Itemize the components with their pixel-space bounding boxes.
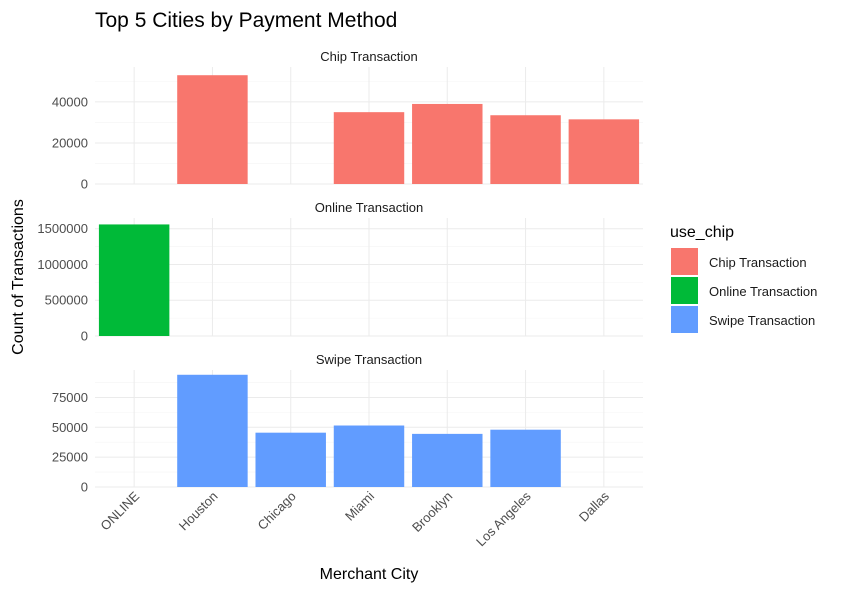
y-tick-label: 1500000 [37, 221, 88, 236]
legend-label: Chip Transaction [709, 255, 807, 270]
facet-strip-label: Online Transaction [315, 200, 423, 215]
y-tick-label: 0 [81, 177, 88, 192]
legend: use_chip Chip Transaction Online Transact… [670, 224, 817, 333]
bar-los-angeles [490, 115, 561, 184]
facet-strip-label: Chip Transaction [320, 49, 418, 64]
y-tick-label: 20000 [52, 135, 88, 150]
y-tick-label: 0 [81, 329, 88, 344]
x-tick-label: Brooklyn [409, 489, 455, 535]
facet-1: Online Transaction 0 500000 1000000 1500000 [37, 200, 643, 344]
y-tick-label: 25000 [52, 450, 88, 465]
y-tick-label: 500000 [45, 293, 88, 308]
bar-los-angeles [490, 429, 561, 487]
legend-label: Swipe Transaction [709, 313, 815, 328]
x-tick-label: Dallas [576, 488, 613, 525]
x-tick-label: Chicago [254, 489, 298, 533]
facet-strip-label: Swipe Transaction [316, 352, 422, 367]
y-tick-label: 40000 [52, 94, 88, 109]
legend-key [671, 248, 698, 275]
x-axis-title: Merchant City [320, 566, 419, 583]
bar-miami [333, 112, 405, 184]
legend-key [671, 306, 698, 333]
legend-key [671, 277, 698, 304]
y-tick-label: 50000 [52, 420, 88, 435]
bar-chicago [255, 432, 326, 487]
bar-brooklyn [412, 433, 483, 487]
bar-miami [333, 425, 405, 487]
facet-panels: Chip Transaction 0 20000 40000 Online Transa… [37, 49, 643, 495]
x-tick-label: Los Angeles [473, 488, 534, 549]
y-tick-label: 1000000 [37, 257, 88, 272]
facet-2: Swipe Transaction 0 25000 50000 75000 [52, 352, 643, 495]
y-tick-label: 0 [81, 480, 88, 495]
legend-title: use_chip [670, 224, 734, 241]
x-tick-label: ONLINE [97, 488, 142, 533]
y-tick-label: 75000 [52, 390, 88, 405]
x-tick-labels: ONLINE Houston Chicago Miami Brooklyn Los Ang… [97, 488, 612, 549]
bar-online [98, 224, 170, 336]
y-axis-title: Count of Transactions [10, 199, 27, 355]
legend-label: Online Transaction [709, 284, 817, 299]
bar-brooklyn [412, 103, 483, 184]
facet-0: Chip Transaction 0 20000 40000 [52, 49, 643, 192]
chart-title: Top 5 Cities by Payment Method [95, 9, 397, 32]
x-tick-label: Miami [342, 488, 377, 523]
bar-dallas [568, 119, 640, 184]
bar-houston [177, 75, 248, 184]
bar-houston [177, 374, 248, 487]
x-tick-label: Houston [176, 489, 221, 534]
